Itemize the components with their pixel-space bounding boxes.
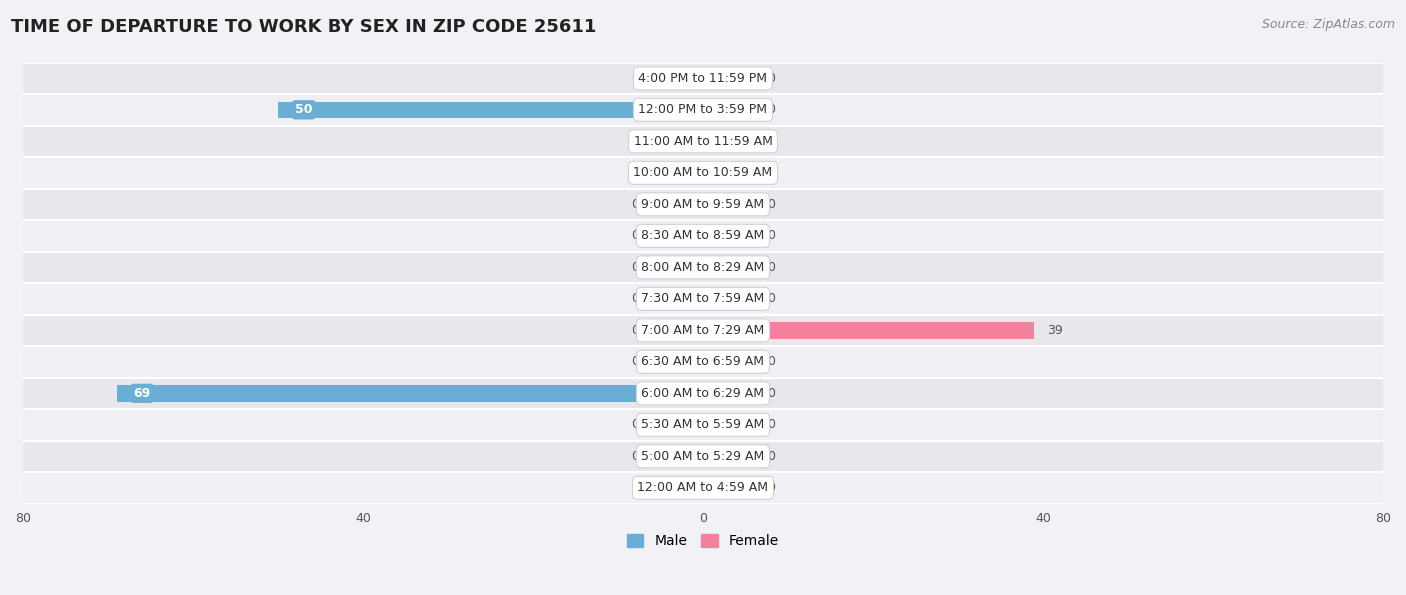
Bar xyxy=(703,228,754,244)
Text: 0: 0 xyxy=(766,198,775,211)
Bar xyxy=(703,196,754,212)
Bar xyxy=(22,220,1384,252)
Text: 0: 0 xyxy=(631,167,640,179)
Text: 0: 0 xyxy=(631,135,640,148)
Text: 0: 0 xyxy=(766,167,775,179)
Text: 5:30 AM to 5:59 AM: 5:30 AM to 5:59 AM xyxy=(641,418,765,431)
Bar xyxy=(652,165,703,181)
Text: 12:00 AM to 4:59 AM: 12:00 AM to 4:59 AM xyxy=(637,481,769,494)
Text: 8:30 AM to 8:59 AM: 8:30 AM to 8:59 AM xyxy=(641,229,765,242)
Text: 0: 0 xyxy=(766,261,775,274)
Bar xyxy=(703,259,754,275)
Bar xyxy=(22,472,1384,503)
Text: 0: 0 xyxy=(631,229,640,242)
Bar xyxy=(22,157,1384,189)
Bar xyxy=(703,165,754,181)
Bar xyxy=(22,378,1384,409)
Bar xyxy=(652,448,703,465)
Text: TIME OF DEPARTURE TO WORK BY SEX IN ZIP CODE 25611: TIME OF DEPARTURE TO WORK BY SEX IN ZIP … xyxy=(11,18,596,36)
Bar xyxy=(652,353,703,370)
Bar xyxy=(652,416,703,433)
Bar xyxy=(703,322,1035,339)
Bar xyxy=(22,440,1384,472)
Text: 50: 50 xyxy=(295,104,312,117)
Text: 0: 0 xyxy=(631,292,640,305)
Text: 9:00 AM to 9:59 AM: 9:00 AM to 9:59 AM xyxy=(641,198,765,211)
Bar xyxy=(703,480,754,496)
Text: 0: 0 xyxy=(766,450,775,463)
Bar xyxy=(652,196,703,212)
Text: 0: 0 xyxy=(631,355,640,368)
Bar xyxy=(22,126,1384,157)
Text: 11:00 AM to 11:59 AM: 11:00 AM to 11:59 AM xyxy=(634,135,772,148)
Text: 12:00 PM to 3:59 PM: 12:00 PM to 3:59 PM xyxy=(638,104,768,117)
Text: 0: 0 xyxy=(766,135,775,148)
Bar xyxy=(22,315,1384,346)
Text: 0: 0 xyxy=(631,198,640,211)
Bar xyxy=(22,94,1384,126)
Bar xyxy=(117,385,703,402)
Text: 8:00 AM to 8:29 AM: 8:00 AM to 8:29 AM xyxy=(641,261,765,274)
Bar xyxy=(22,252,1384,283)
Text: 0: 0 xyxy=(631,481,640,494)
Text: 0: 0 xyxy=(766,104,775,117)
Text: 0: 0 xyxy=(766,72,775,85)
Bar xyxy=(703,416,754,433)
Text: 0: 0 xyxy=(766,418,775,431)
Bar xyxy=(703,448,754,465)
Bar xyxy=(703,385,754,402)
Text: 0: 0 xyxy=(766,229,775,242)
Bar xyxy=(703,70,754,86)
Text: 5:00 AM to 5:29 AM: 5:00 AM to 5:29 AM xyxy=(641,450,765,463)
Bar xyxy=(652,259,703,275)
Text: 0: 0 xyxy=(766,387,775,400)
Bar xyxy=(652,322,703,339)
Text: 7:00 AM to 7:29 AM: 7:00 AM to 7:29 AM xyxy=(641,324,765,337)
Bar xyxy=(652,228,703,244)
Text: 0: 0 xyxy=(766,481,775,494)
Text: 6:00 AM to 6:29 AM: 6:00 AM to 6:29 AM xyxy=(641,387,765,400)
Bar xyxy=(703,102,754,118)
Bar xyxy=(22,346,1384,378)
Text: 69: 69 xyxy=(134,387,150,400)
Text: 6:30 AM to 6:59 AM: 6:30 AM to 6:59 AM xyxy=(641,355,765,368)
Bar xyxy=(652,480,703,496)
Legend: Male, Female: Male, Female xyxy=(621,529,785,554)
Bar xyxy=(652,290,703,307)
Bar xyxy=(652,70,703,86)
Bar xyxy=(703,353,754,370)
Bar xyxy=(652,133,703,149)
Text: 0: 0 xyxy=(631,261,640,274)
Bar xyxy=(278,102,703,118)
Text: 7:30 AM to 7:59 AM: 7:30 AM to 7:59 AM xyxy=(641,292,765,305)
Text: 39: 39 xyxy=(1047,324,1063,337)
Text: 4:00 PM to 11:59 PM: 4:00 PM to 11:59 PM xyxy=(638,72,768,85)
Bar xyxy=(703,290,754,307)
Text: 0: 0 xyxy=(631,450,640,463)
Text: 0: 0 xyxy=(766,292,775,305)
Text: 0: 0 xyxy=(631,324,640,337)
Text: 0: 0 xyxy=(631,418,640,431)
Bar xyxy=(22,189,1384,220)
Bar xyxy=(22,62,1384,94)
Bar xyxy=(703,133,754,149)
Text: 0: 0 xyxy=(631,72,640,85)
Bar xyxy=(22,283,1384,315)
Bar xyxy=(22,409,1384,440)
Text: Source: ZipAtlas.com: Source: ZipAtlas.com xyxy=(1261,18,1395,31)
Text: 0: 0 xyxy=(766,355,775,368)
Text: 10:00 AM to 10:59 AM: 10:00 AM to 10:59 AM xyxy=(634,167,772,179)
